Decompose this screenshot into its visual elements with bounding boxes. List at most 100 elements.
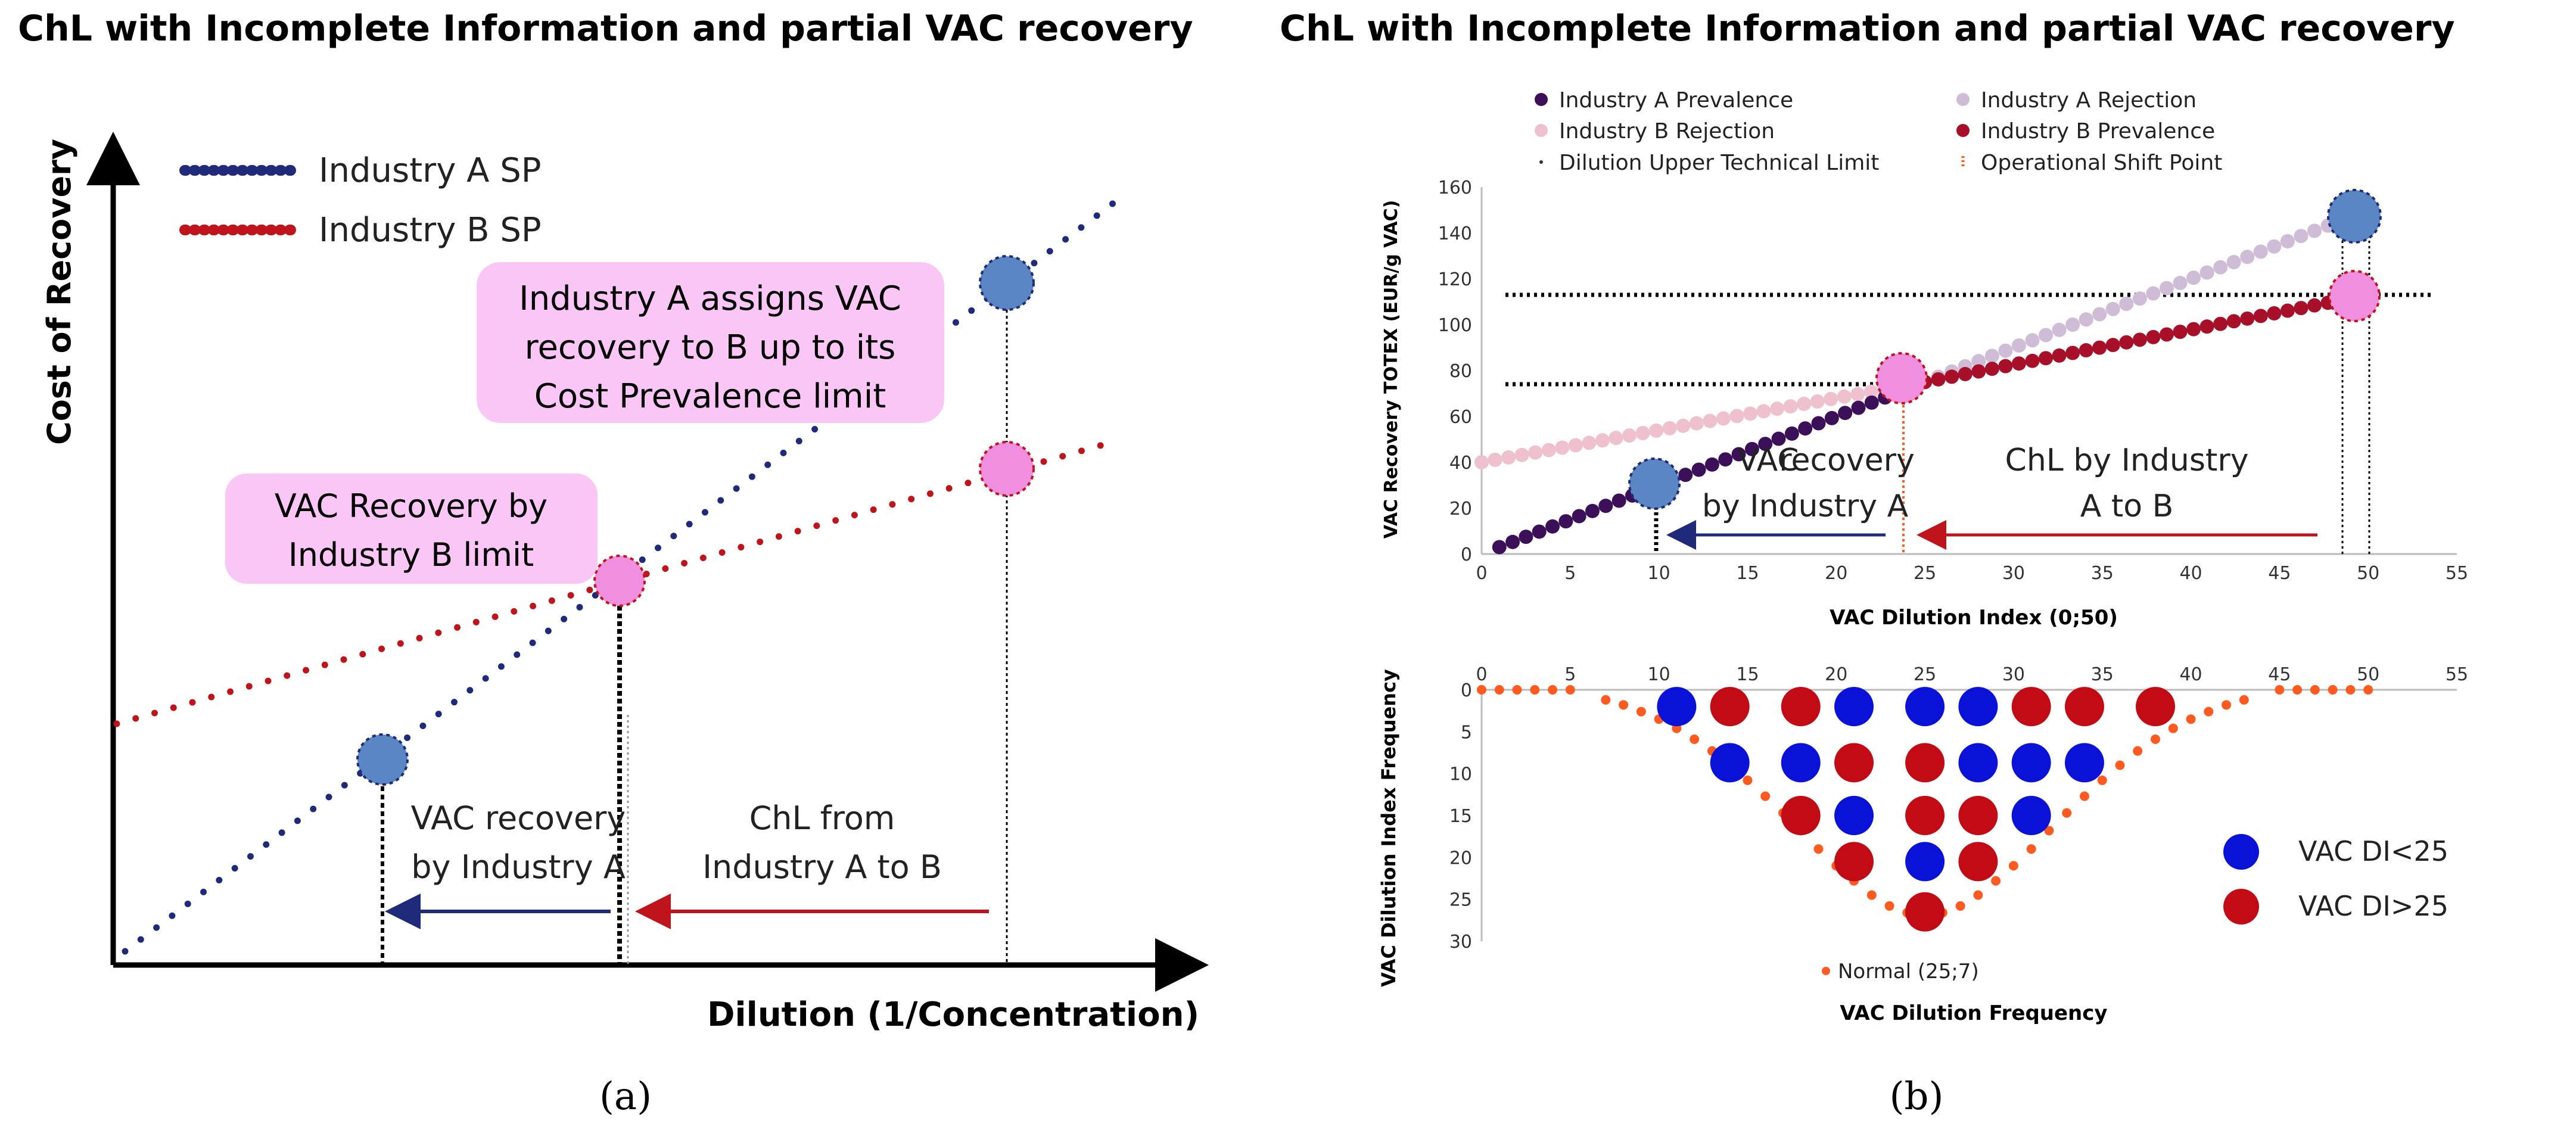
dot-industry-a-prevalence (1771, 431, 1786, 446)
top-y-tick: 80 (1449, 361, 1472, 382)
dot-industry-b-rejection (1609, 431, 1623, 446)
dot-industry-b-prevalence (2199, 319, 2214, 334)
normal-curve-dot (1955, 901, 1965, 911)
dot-industry-a-prevalence (1519, 530, 1533, 544)
dot-industry-b-prevalence (2186, 322, 2201, 337)
dot-industry-a-rejection (1971, 354, 1986, 369)
top-y-tick: 60 (1449, 407, 1472, 428)
arrow-right-text-line1: ChL from (749, 799, 895, 837)
dot-industry-a-rejection (2092, 307, 2107, 322)
dot-industry-a-prevalence (1864, 395, 1879, 410)
dot-industry-b-rejection (1797, 397, 1812, 411)
legend-industry-a-label: Industry A SP (319, 151, 542, 190)
normal-curve-dot (2026, 844, 2036, 854)
top-x-tick: 55 (2446, 563, 2468, 584)
arrow-right-text-line2: Industry A to B (702, 848, 942, 886)
freq-legend-blue-swatch (2223, 834, 2259, 870)
dot-industry-b-prevalence (2105, 338, 2120, 353)
dot-industry-a-prevalence (1838, 406, 1853, 421)
dot-industry-b-rejection (1863, 384, 1878, 399)
top-x-tick: 50 (2357, 563, 2379, 584)
top-x-tick: 15 (1736, 563, 1759, 584)
callout-industry-a-line3: Cost Prevalence limit (534, 377, 886, 416)
bottom-x-ticks: 0 5 10 15 20 25 30 35 40 45 50 55 (1476, 664, 2468, 685)
dot-industry-a-prevalence (1532, 524, 1547, 539)
dot-industry-b-prevalence (1958, 366, 1973, 381)
dot-industry-b-rejection (1850, 387, 1865, 401)
b-arrow-left-text-line3: by Industry A (1702, 488, 1909, 524)
dot-industry-b-rejection (1662, 421, 1677, 435)
callout-industry-b-line2: Industry B limit (288, 536, 534, 574)
dot-industry-b-prevalence (2173, 325, 2188, 340)
dot-industry-b-rejection (1595, 433, 1610, 448)
dot-industry-a-prevalence (1585, 503, 1600, 518)
normal-curve-dot (1565, 685, 1575, 695)
dot-industry-b-prevalence (2159, 327, 2174, 342)
bottom-x-tick: 0 (1476, 664, 1487, 685)
dot-industry-a-rejection (2226, 255, 2241, 269)
dot-industry-a-rejection (2079, 312, 2093, 327)
legend-a-prevalence-swatch (1535, 93, 1548, 106)
panel-a: ChL with Incomplete Information and part… (18, 8, 1209, 1119)
dot-industry-b-prevalence (1945, 369, 1959, 384)
normal-curve-dot (1494, 685, 1504, 695)
freq-dot-di-lt-25 (1905, 687, 1945, 727)
legend-b-rejection-swatch (1535, 124, 1548, 137)
bottom-x-tick: 25 (1914, 664, 1936, 685)
normal-curve-dot (2044, 826, 2054, 836)
dot-industry-b-rejection (1716, 411, 1731, 426)
bottom-y-tick: 5 (1461, 722, 1472, 743)
dot-industry-a-rejection (2186, 270, 2201, 285)
freq-dot-di-gt-25 (1958, 842, 1998, 882)
dot-industry-b-rejection (1676, 418, 1691, 433)
b-marker-blue-high (2327, 189, 2382, 244)
dot-industry-a-rejection (2173, 276, 2188, 290)
freq-legend-blue-label: VAC DI<25 (2298, 835, 2449, 867)
freq-dot-di-lt-25 (2011, 743, 2051, 783)
dot-industry-a-rejection (2052, 322, 2067, 337)
panel-b: ChL with Incomplete Information and part… (1280, 8, 2468, 1119)
dot-industry-a-prevalence (1731, 447, 1746, 462)
dot-industry-b-rejection (1837, 389, 1852, 404)
dot-industry-b-rejection (1743, 406, 1757, 421)
dot-industry-a-prevalence (1505, 534, 1520, 549)
b-arrow-right-text-line2: A to B (2080, 488, 2174, 524)
normal-curve-dot (1636, 706, 1646, 717)
dot-industry-b-prevalence (2307, 298, 2322, 313)
dot-industry-a-prevalence (1798, 421, 1813, 436)
dot-industry-a-rejection (1984, 348, 1999, 363)
bottom-xlabel: VAC Dilution Frequency (1840, 1001, 2107, 1025)
callout-industry-a-line2: recovery to B up to its (525, 328, 896, 367)
dot-industry-a-rejection (2159, 281, 2174, 295)
legend-b-prevalence-swatch (1956, 124, 1970, 137)
dot-industry-a-prevalence (1572, 509, 1586, 524)
dot-industry-b-prevalence (1931, 372, 1946, 387)
normal-curve-dot (2062, 808, 2072, 818)
dot-industry-b-prevalence (2079, 343, 2093, 358)
dot-industry-a-rejection (2132, 291, 2147, 306)
normal-curve-dot (1530, 685, 1540, 695)
dot-industry-a-rejection (2065, 318, 2080, 332)
dot-industry-a-rejection (2025, 333, 2040, 348)
top-y-tick: 100 (1438, 315, 1472, 336)
dot-industry-b-rejection (1582, 435, 1597, 450)
legend-b-rejection-label: Industry B Rejection (1559, 119, 1775, 144)
dot-industry-a-rejection (2267, 239, 2282, 254)
top-y-ticks: 0 20 40 60 80 100 120 140 160 (1438, 178, 1472, 565)
normal-curve-dot (2204, 706, 2214, 717)
dot-industry-a-prevalence (1824, 410, 1839, 425)
normal-curve-dot (2151, 734, 2161, 744)
b-arrow-left-text-line1: VAC (1737, 443, 1799, 478)
freq-dot-di-gt-25 (1905, 892, 1945, 932)
b-arrow-right-text-line1: ChL by Industry (2005, 443, 2249, 478)
panel-a-label: (a) (599, 1075, 652, 1119)
top-x-tick: 5 (1564, 563, 1576, 584)
panel-a-xlabel: Dilution (1/Concentration) (707, 995, 1199, 1034)
dot-industry-b-rejection (1649, 423, 1664, 438)
dot-industry-b-prevalence (2294, 301, 2309, 316)
normal-curve-dot (1548, 685, 1558, 695)
top-x-tick: 35 (2091, 563, 2114, 584)
dot-industry-b-prevalence (2092, 340, 2107, 355)
bottom-x-tick: 20 (1825, 664, 1847, 685)
bottom-x-tick: 35 (2091, 664, 2114, 685)
